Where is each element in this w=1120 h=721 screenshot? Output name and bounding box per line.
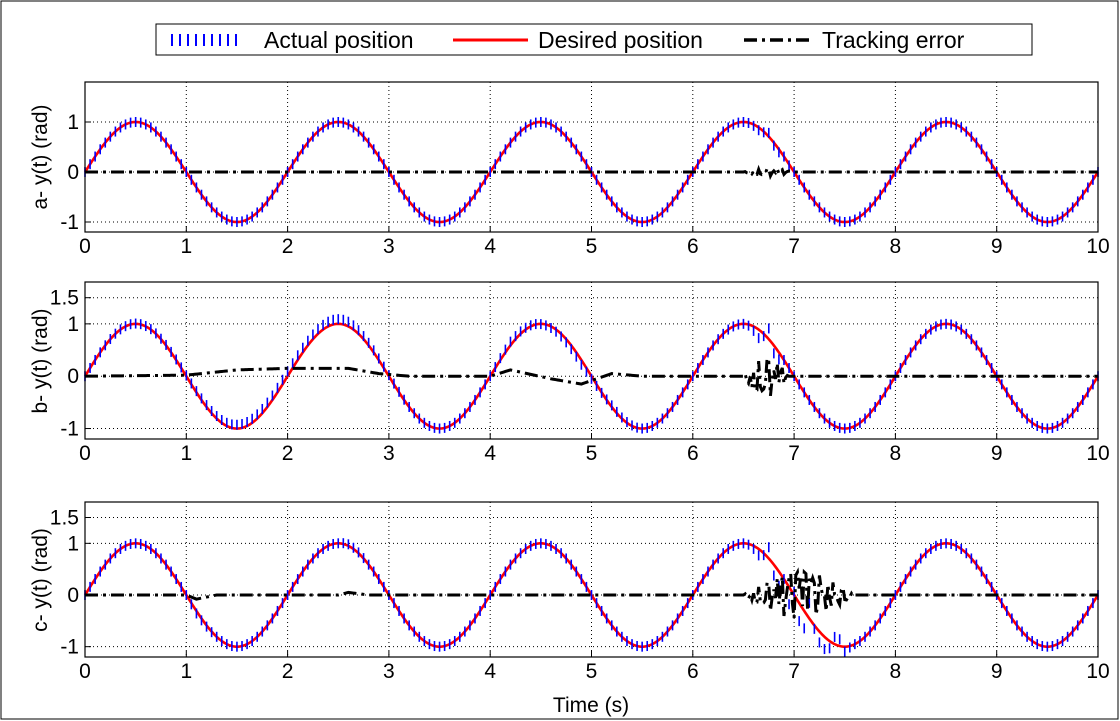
panel-b-xtick-label: 9 [991, 442, 1003, 465]
panel-a-yticks: -1 0 1 [60, 111, 91, 234]
panel-a-ytick-label: 0 [67, 161, 79, 184]
panel-a-xtick-label: 7 [788, 235, 800, 258]
panel-b-xtick-label: 1 [180, 442, 192, 465]
panel-b-xtick-label: 0 [79, 442, 91, 465]
panel-c-xtick-label: 8 [890, 660, 902, 683]
legend-entry-desired: Desired position [453, 27, 703, 53]
panel-c-xtick-label: 7 [788, 660, 800, 683]
panel-a-error-line [85, 164, 1098, 181]
panel-b-xtick-label: 6 [687, 442, 699, 465]
panel-a-xticks: 0 1 2 3 4 5 6 7 8 9 10 [79, 226, 1110, 258]
panel-c-xtick-label: 6 [687, 660, 699, 683]
panel-b-xtick-label: 2 [282, 442, 294, 465]
panel-b-xticks: 0 1 2 3 4 5 6 7 8 9 10 [79, 433, 1110, 465]
panel-b-xtick-label: 3 [383, 442, 395, 465]
panel-c-xtick-label: 2 [282, 660, 294, 683]
panel-a-xtick-label: 0 [79, 235, 91, 258]
panel-c-ytick-label: 1 [67, 532, 79, 555]
panel-a-xtick-label: 1 [180, 235, 192, 258]
panel-b-ytick-label: 1 [67, 313, 79, 336]
x-axis-label: Time (s) [553, 694, 629, 717]
panel-c-grid [85, 502, 1098, 657]
panel-b-ytick-label: 1.5 [50, 287, 79, 310]
panel-a-xtick-label: 3 [383, 235, 395, 258]
panel-c-plot-area [85, 502, 1098, 657]
panel-a-xtick-label: 5 [586, 235, 598, 258]
panel-b-actual-series [84, 314, 1099, 434]
panel-b-xtick-label: 7 [788, 442, 800, 465]
panel-c-ytick-label: -1 [60, 636, 79, 659]
panel-c-xticks: 0 1 2 3 4 5 6 7 8 9 10 [79, 651, 1110, 683]
panel-b-ytick-label: -1 [60, 418, 79, 441]
panel-a-xtick-label: 8 [890, 235, 902, 258]
panel-c-xtick-label: 10 [1086, 660, 1109, 683]
panel-a-xtick-label: 4 [484, 235, 496, 258]
panel-a-xtick-label: 9 [991, 235, 1003, 258]
legend: Actual position Desired position Trackin… [155, 23, 1033, 56]
legend-label-error: Tracking error [822, 27, 965, 53]
legend-entry-error: Tracking error [744, 27, 965, 53]
panel-c-ytick-label: 1.5 [50, 507, 79, 530]
panel-a-ylabel: a- y(t) (rad) [29, 105, 52, 210]
panel-a-actual-series [84, 117, 1099, 227]
panel-a: 0 1 2 3 4 5 6 7 8 9 10 -101 a- y(t) (rad) [29, 81, 1110, 258]
legend-actual-sample [171, 34, 237, 46]
panel-a-xtick-label: 2 [282, 235, 294, 258]
legend-entry-actual: Actual position [171, 27, 414, 53]
panel-c-xtick-label: 3 [383, 660, 395, 683]
panel-a-xtick-label: 10 [1086, 235, 1109, 258]
panel-a-plot-area [85, 82, 1098, 232]
panel-b-ytick-label: 0 [67, 365, 79, 388]
panel-a-ytick-label: -1 [60, 211, 79, 234]
panel-b-ylabel: b- y(t) (rad) [29, 309, 52, 414]
panel-b-plot-area [85, 282, 1098, 439]
panel-c-xtick-label: 9 [991, 660, 1003, 683]
panel-a-ytick-label: 1 [67, 111, 79, 134]
panel-b-xtick-label: 10 [1086, 442, 1109, 465]
panel-c-xtick-label: 0 [79, 660, 91, 683]
panel-a-error-series [85, 164, 1098, 181]
panel-b-grid [85, 282, 1098, 439]
legend-label-actual: Actual position [264, 27, 414, 53]
panel-c-xtick-label: 1 [180, 660, 192, 683]
legend-label-desired: Desired position [538, 27, 703, 53]
panel-c-xtick-label: 4 [484, 660, 496, 683]
panel-a-xtick-label: 6 [687, 235, 699, 258]
panel-b-yticks: -1 0 1 1.5 [50, 287, 91, 441]
panel-c-ylabel: c- y(t) (rad) [29, 528, 52, 632]
panel-c-ytick-label: 0 [67, 584, 79, 607]
panel-b-xtick-label: 4 [484, 442, 496, 465]
panel-b-xtick-label: 5 [586, 442, 598, 465]
panel-c-yticks: -1 0 11.5 [50, 507, 91, 659]
panel-b-xtick-label: 8 [890, 442, 902, 465]
panel-c-xtick-label: 5 [586, 660, 598, 683]
legend-box [155, 23, 1033, 56]
